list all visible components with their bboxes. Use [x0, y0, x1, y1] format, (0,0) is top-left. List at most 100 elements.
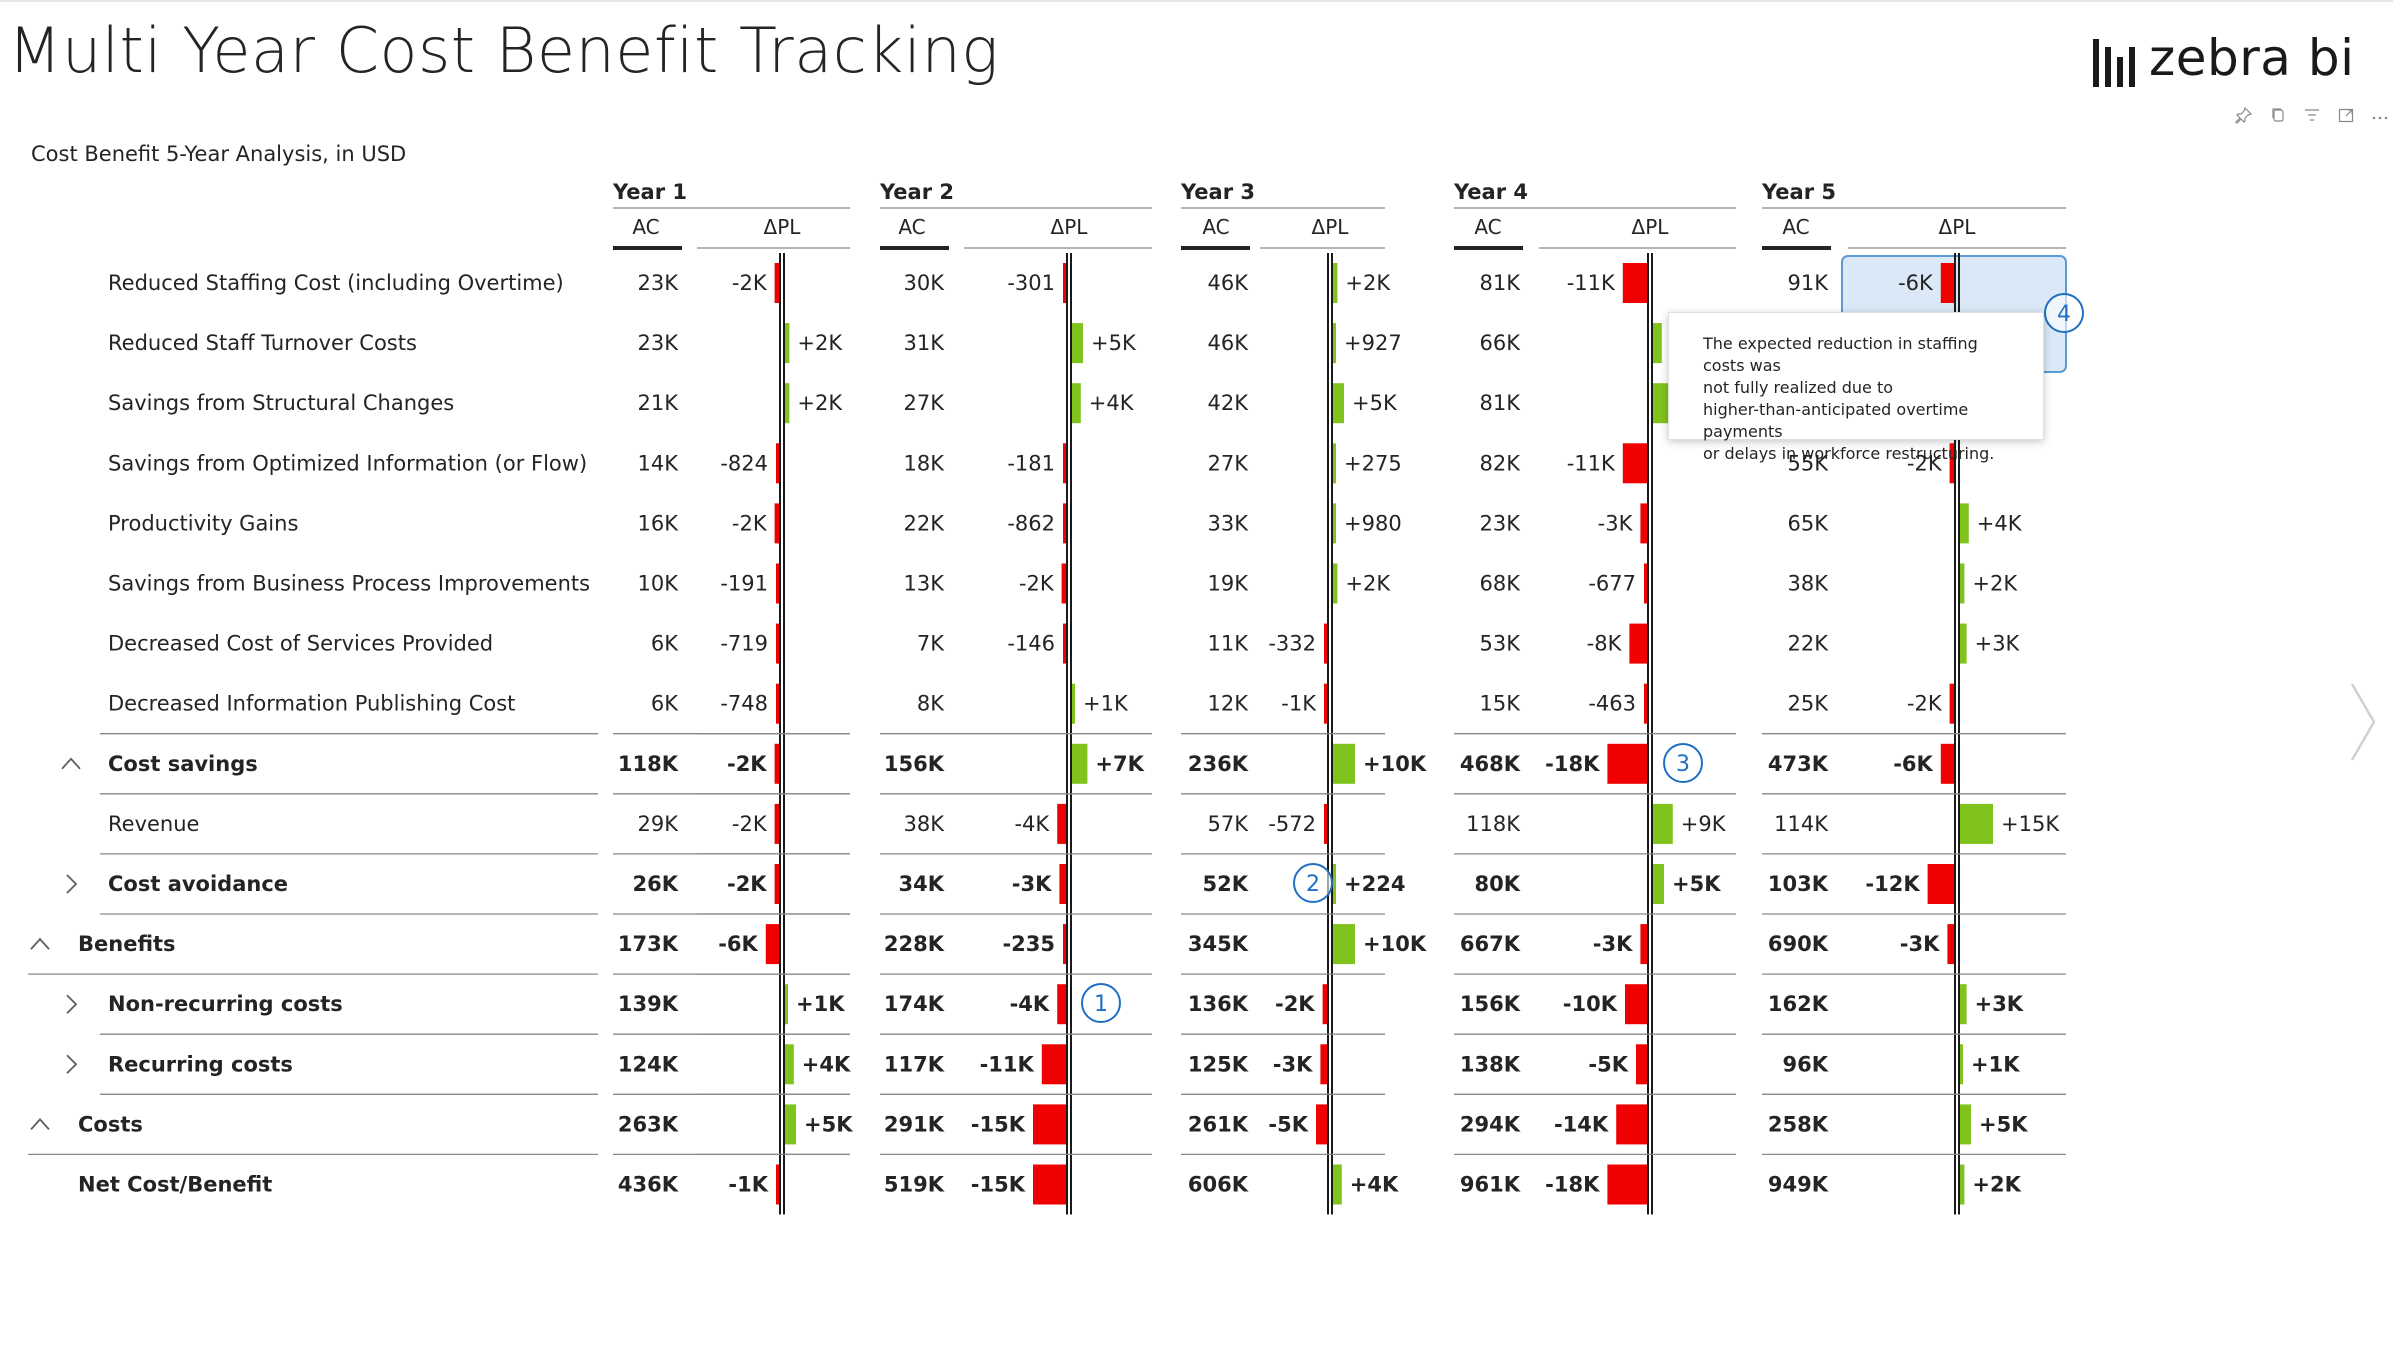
pin-icon[interactable]: [2234, 106, 2254, 126]
positive-variance-bar[interactable]: [1960, 623, 1967, 664]
positive-variance-bar[interactable]: [1653, 864, 1664, 904]
negative-variance-bar[interactable]: [765, 924, 779, 965]
collapse-chevron-icon[interactable]: [30, 937, 50, 950]
negative-variance-bar[interactable]: [1940, 743, 1954, 784]
positive-variance-bar[interactable]: [1653, 323, 1662, 364]
negative-variance-bar[interactable]: [1629, 623, 1647, 664]
positive-variance-bar[interactable]: [1072, 383, 1081, 424]
negative-variance-bar[interactable]: [1063, 263, 1066, 303]
positive-variance-bar[interactable]: [1653, 803, 1673, 844]
negative-variance-bar[interactable]: [1644, 683, 1647, 724]
negative-variance-bar[interactable]: [776, 623, 779, 664]
row-label: Reduced Staffing Cost (including Overtim…: [108, 271, 564, 295]
negative-variance-bar[interactable]: [1320, 1044, 1327, 1085]
negative-variance-bar[interactable]: [1324, 803, 1327, 844]
positive-variance-bar[interactable]: [1072, 743, 1088, 784]
negative-variance-bar[interactable]: [1316, 1104, 1327, 1145]
positive-variance-bar[interactable]: [785, 1104, 796, 1145]
negative-variance-bar[interactable]: [774, 263, 779, 303]
negative-variance-bar[interactable]: [1622, 263, 1647, 303]
negative-variance-bar[interactable]: [1640, 503, 1647, 544]
positive-variance-bar[interactable]: [1333, 1164, 1342, 1205]
focus-mode-icon[interactable]: [2336, 106, 2356, 126]
negative-variance-bar[interactable]: [1644, 563, 1647, 604]
ac-value: 468K: [1460, 752, 1521, 776]
positive-variance-bar[interactable]: [1960, 1164, 1965, 1205]
negative-variance-bar[interactable]: [1636, 1044, 1647, 1085]
collapse-chevron-icon[interactable]: [61, 757, 81, 770]
positive-variance-bar[interactable]: [1333, 864, 1336, 904]
expand-chevron-icon[interactable]: [66, 1054, 78, 1074]
positive-variance-bar[interactable]: [1072, 323, 1083, 364]
negative-variance-bar[interactable]: [1640, 924, 1647, 965]
positive-variance-bar[interactable]: [1960, 563, 1965, 604]
negative-variance-bar[interactable]: [774, 803, 779, 844]
negative-variance-bar[interactable]: [1041, 1044, 1066, 1085]
negative-variance-bar[interactable]: [1033, 1164, 1066, 1205]
negative-variance-bar[interactable]: [1061, 563, 1066, 604]
negative-variance-bar[interactable]: [1616, 1104, 1647, 1145]
positive-variance-bar[interactable]: [1333, 383, 1344, 424]
positive-variance-bar[interactable]: [785, 383, 790, 424]
negative-variance-bar[interactable]: [1063, 623, 1066, 664]
filter-icon[interactable]: [2302, 106, 2322, 126]
comment-marker[interactable]: [1081, 983, 1121, 1023]
positive-variance-bar[interactable]: [1333, 323, 1336, 364]
collapse-chevron-icon[interactable]: [30, 1118, 50, 1131]
copy-icon[interactable]: [2268, 106, 2288, 126]
negative-variance-bar[interactable]: [776, 563, 779, 604]
negative-variance-bar[interactable]: [1324, 683, 1327, 724]
expand-chevron-icon[interactable]: [66, 994, 78, 1014]
positive-variance-bar[interactable]: [1333, 263, 1338, 303]
negative-variance-bar[interactable]: [1324, 623, 1327, 664]
ac-value: 162K: [1768, 992, 1829, 1016]
negative-variance-bar[interactable]: [776, 1164, 779, 1205]
positive-variance-bar[interactable]: [1333, 503, 1336, 544]
comment-marker[interactable]: [1663, 743, 1703, 783]
negative-variance-bar[interactable]: [774, 864, 779, 904]
negative-variance-bar[interactable]: [1063, 924, 1066, 965]
negative-variance-bar[interactable]: [1927, 864, 1954, 904]
negative-variance-bar[interactable]: [1033, 1104, 1066, 1145]
negative-variance-bar[interactable]: [1607, 743, 1647, 784]
negative-variance-bar[interactable]: [1063, 503, 1066, 544]
positive-variance-bar[interactable]: [785, 1044, 794, 1085]
negative-variance-bar[interactable]: [1607, 1164, 1647, 1205]
comment-marker[interactable]: [1293, 863, 1333, 903]
negative-variance-bar[interactable]: [774, 743, 779, 784]
dpl-value: -11K: [1567, 271, 1616, 295]
negative-variance-bar[interactable]: [1622, 443, 1647, 484]
negative-variance-bar[interactable]: [776, 443, 779, 484]
negative-variance-bar[interactable]: [1057, 803, 1066, 844]
negative-variance-bar[interactable]: [1057, 984, 1066, 1025]
positive-variance-bar[interactable]: [1960, 1104, 1971, 1145]
positive-variance-bar[interactable]: [1333, 924, 1355, 965]
positive-variance-bar[interactable]: [1960, 803, 1993, 844]
dpl-value: +5K: [1352, 391, 1398, 415]
positive-variance-bar[interactable]: [1072, 683, 1075, 724]
negative-variance-bar[interactable]: [1322, 984, 1327, 1025]
ac-value: 236K: [1188, 752, 1249, 776]
negative-variance-bar[interactable]: [1947, 924, 1954, 965]
ac-value: 96K: [1783, 1052, 1829, 1076]
negative-variance-bar[interactable]: [1949, 683, 1954, 724]
negative-variance-bar[interactable]: [1625, 984, 1647, 1025]
negative-variance-bar[interactable]: [1940, 263, 1954, 303]
positive-variance-bar[interactable]: [785, 984, 788, 1025]
expand-chevron-icon[interactable]: [66, 874, 78, 894]
positive-variance-bar[interactable]: [1960, 503, 1969, 544]
positive-variance-bar[interactable]: [1960, 984, 1967, 1025]
negative-variance-bar[interactable]: [1949, 443, 1954, 484]
negative-variance-bar[interactable]: [776, 683, 779, 724]
positive-variance-bar[interactable]: [1960, 1044, 1963, 1085]
positive-variance-bar[interactable]: [785, 323, 790, 364]
more-options-icon[interactable]: [2370, 106, 2390, 126]
comment-marker[interactable]: [2044, 293, 2084, 333]
next-page-arrow-icon[interactable]: [2348, 682, 2378, 762]
positive-variance-bar[interactable]: [1333, 443, 1336, 484]
negative-variance-bar[interactable]: [1059, 864, 1066, 904]
positive-variance-bar[interactable]: [1333, 563, 1338, 604]
positive-variance-bar[interactable]: [1333, 743, 1355, 784]
negative-variance-bar[interactable]: [1063, 443, 1066, 484]
negative-variance-bar[interactable]: [774, 503, 779, 544]
